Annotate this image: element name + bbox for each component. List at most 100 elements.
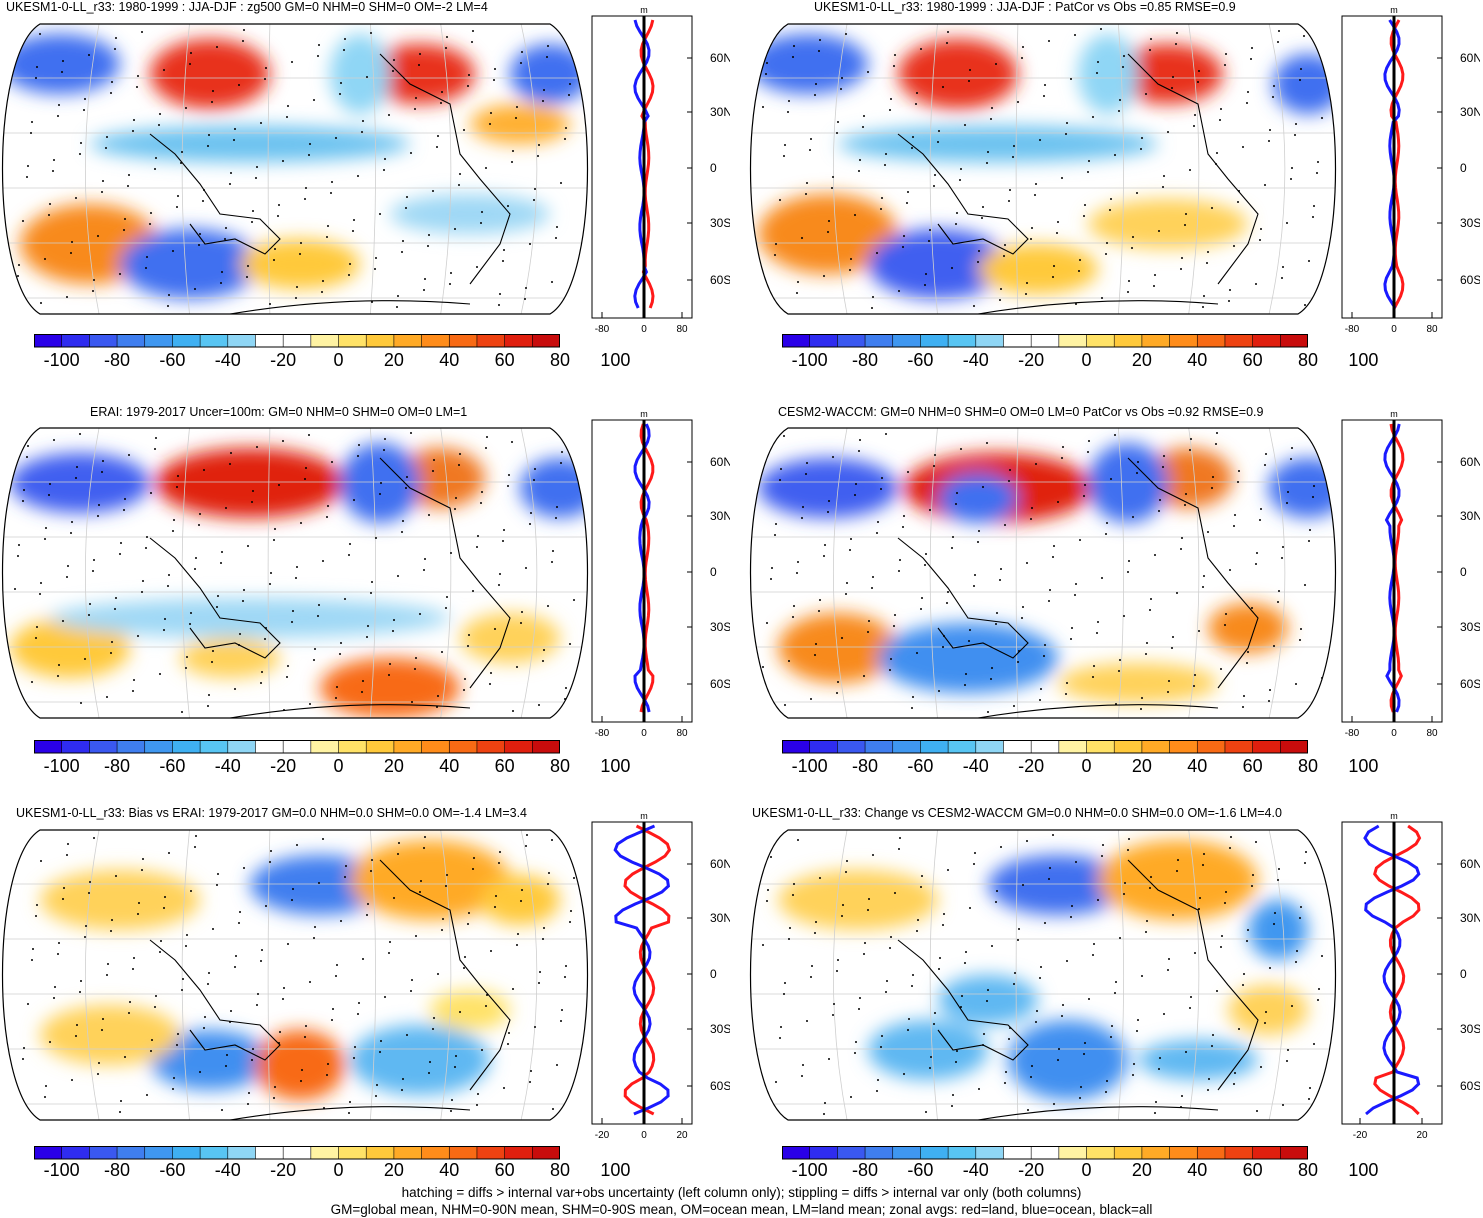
colorbar-swatch bbox=[476, 1146, 505, 1159]
zonal-mean-plot: m 60N 30N 0 30S 60S -20 20 bbox=[1341, 811, 1480, 1141]
colorbar-swatch bbox=[1031, 334, 1060, 347]
anomaly-region bbox=[350, 1025, 490, 1095]
colorbar-swatch bbox=[865, 1146, 894, 1159]
coastline bbox=[977, 300, 1219, 314]
anomaly-region bbox=[470, 104, 570, 144]
colorbar-tick-label: -100 bbox=[43, 1160, 80, 1180]
colorbar-swatch bbox=[1114, 740, 1143, 753]
colorbar-tick-label: 40 bbox=[439, 756, 460, 776]
colorbar-tick-label: 20 bbox=[1131, 350, 1152, 370]
zonal-ocean-curve bbox=[633, 19, 651, 309]
colorbar-swatch bbox=[1169, 1146, 1198, 1159]
zonal-tick-label: 80 bbox=[1426, 728, 1438, 739]
colorbar-swatch bbox=[948, 334, 977, 347]
anomaly-region bbox=[898, 39, 1018, 109]
colorbar-swatch bbox=[476, 334, 505, 347]
colorbar-tick-label: -60 bbox=[907, 756, 934, 776]
coastline bbox=[379, 457, 511, 689]
latitude-label: 30N bbox=[1460, 105, 1480, 119]
colorbar-tick-label: -100 bbox=[43, 756, 80, 776]
colorbar-tick-label: 40 bbox=[1187, 756, 1208, 776]
colorbar-tick-label: 20 bbox=[383, 1160, 404, 1180]
colorbar-swatch bbox=[34, 740, 62, 753]
colorbar-tick-label: 80 bbox=[1297, 1160, 1319, 1180]
zonal-tick-label: 0 bbox=[1391, 324, 1397, 335]
colorbar-swatch bbox=[255, 1146, 284, 1159]
colorbar-swatch bbox=[837, 334, 866, 347]
zonal-land-curve bbox=[623, 824, 672, 1116]
latitude-label: 30N bbox=[1460, 509, 1480, 523]
coastline bbox=[897, 537, 1029, 659]
colorbar-swatch bbox=[117, 1146, 146, 1159]
colorbar-swatch bbox=[948, 1146, 977, 1159]
colorbar-tick-label: -80 bbox=[852, 1160, 879, 1180]
colorbar-tick-label: -20 bbox=[270, 350, 297, 370]
anomaly-region bbox=[1088, 199, 1248, 249]
latitude-label: 60S bbox=[1460, 677, 1480, 691]
map-border bbox=[2, 829, 588, 1121]
zonal-land-curve bbox=[1389, 19, 1405, 309]
colorbar-swatch bbox=[1224, 1146, 1253, 1159]
coastline bbox=[149, 939, 281, 1061]
colorbar-swatch bbox=[61, 1146, 90, 1159]
footer-note: hatching = diffs > internal var+obs unce… bbox=[0, 1184, 1483, 1218]
anomaly-region bbox=[750, 34, 868, 94]
colorbar-swatch bbox=[920, 334, 949, 347]
colorbar-tick-label: -60 bbox=[907, 1160, 934, 1180]
zonal-unit-label: m bbox=[1390, 409, 1398, 419]
anomaly-region bbox=[10, 618, 130, 678]
colorbar-swatch bbox=[421, 334, 450, 347]
colorbar-swatch bbox=[975, 334, 1004, 347]
colorbar-tick-label: -60 bbox=[159, 756, 186, 776]
colorbar-swatch bbox=[1224, 740, 1253, 753]
colorbar-swatch bbox=[1114, 334, 1143, 347]
colorbar-swatch bbox=[892, 1146, 921, 1159]
colorbar-tick-label: -60 bbox=[159, 1160, 186, 1180]
colorbar-swatch bbox=[117, 740, 146, 753]
colorbar-tick-label: 60 bbox=[1242, 350, 1263, 370]
panel-title: UKESM1-0-LL_r33: Change vs CESM2-WACCM G… bbox=[752, 806, 1282, 820]
anomaly-region bbox=[430, 990, 510, 1030]
anomaly-region bbox=[938, 975, 1038, 1025]
anomaly-region bbox=[1058, 663, 1218, 703]
zonal-tick-label: -80 bbox=[1345, 324, 1360, 335]
colorbar-swatch bbox=[1141, 334, 1170, 347]
colorbar-swatch bbox=[421, 1146, 450, 1159]
zonal-tick-label: 20 bbox=[676, 1130, 688, 1141]
colorbar-swatch bbox=[1031, 740, 1060, 753]
zonal-mean-plot: m 60N 30N 0 30S 60S -80 0 80 bbox=[1341, 409, 1480, 739]
anomaly-region bbox=[838, 126, 1158, 162]
colorbar-swatch bbox=[227, 1146, 256, 1159]
colorbar-swatch bbox=[89, 334, 118, 347]
zonal-tick-label: -80 bbox=[595, 728, 610, 739]
colorbar-swatch bbox=[1086, 740, 1115, 753]
colorbar-swatch bbox=[34, 334, 62, 347]
anomaly-region bbox=[758, 458, 898, 518]
map-border bbox=[750, 829, 1336, 1121]
colorbar-swatch bbox=[1252, 740, 1281, 753]
colorbar-swatch bbox=[865, 334, 894, 347]
colorbar-swatch bbox=[227, 334, 256, 347]
colorbar-swatch bbox=[338, 740, 367, 753]
map-panel bbox=[2, 427, 588, 719]
colorbar-swatch bbox=[144, 334, 173, 347]
colorbar-tick-label: 60 bbox=[494, 756, 515, 776]
colorbar-swatch bbox=[61, 334, 90, 347]
anomaly-region bbox=[938, 473, 1018, 523]
colorbar-swatch bbox=[117, 334, 146, 347]
colorbar-tick-label: -20 bbox=[1018, 1160, 1045, 1180]
anomaly-region bbox=[390, 194, 550, 234]
colorbar-swatch bbox=[227, 740, 256, 753]
colorbar-swatch bbox=[1252, 334, 1281, 347]
anomaly-region bbox=[40, 870, 200, 930]
colorbar-swatch bbox=[255, 334, 284, 347]
latitude-label: 60N bbox=[1460, 455, 1480, 469]
colorbar-tick-label: 80 bbox=[1297, 756, 1319, 776]
colorbar-swatch bbox=[1197, 334, 1226, 347]
zonal-unit-label: m bbox=[640, 811, 648, 821]
colorbar-tick-label: 20 bbox=[1131, 1160, 1152, 1180]
anomaly-region bbox=[240, 239, 360, 289]
map-border bbox=[2, 427, 588, 719]
colorbar-tick-label: -80 bbox=[852, 756, 879, 776]
anomaly-region bbox=[120, 229, 260, 299]
